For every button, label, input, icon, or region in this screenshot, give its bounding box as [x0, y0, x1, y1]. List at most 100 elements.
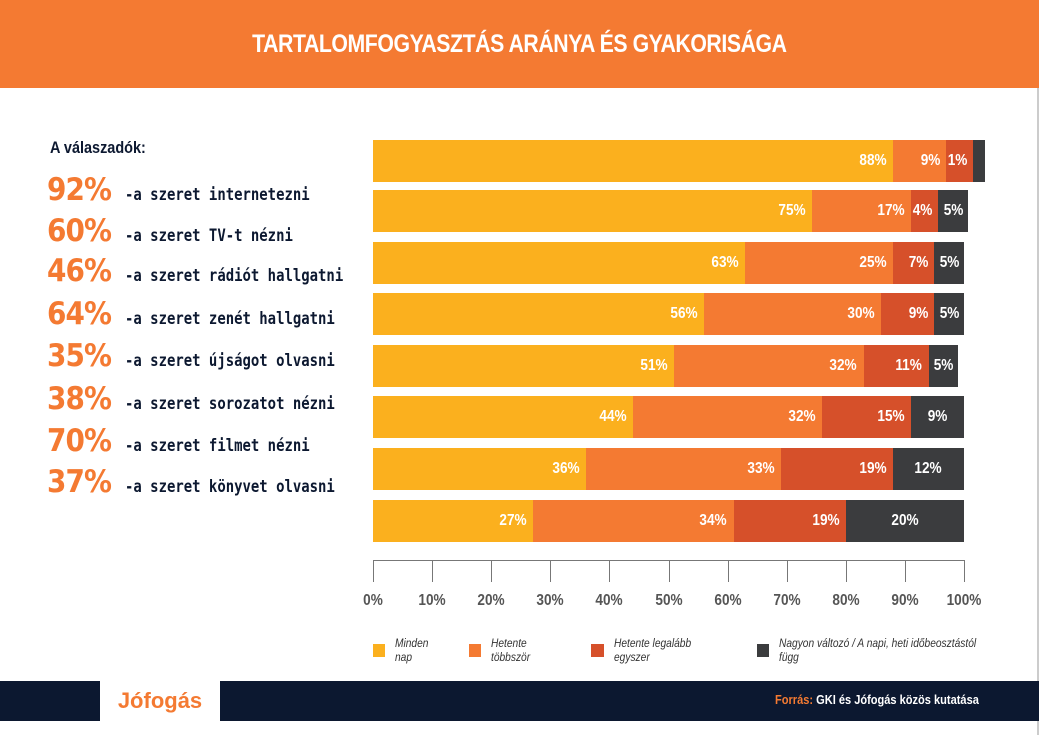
x-tick-label: 20% — [477, 592, 505, 609]
bar-segment: 32% — [633, 396, 823, 438]
x-tick-label: 0% — [363, 592, 383, 609]
legend-swatch — [373, 643, 386, 657]
bar-segment: 5% — [938, 190, 968, 232]
x-tick-label: 60% — [713, 592, 742, 609]
data-label: 15% — [877, 408, 905, 425]
data-label: 9% — [909, 305, 929, 322]
x-tick — [491, 560, 493, 582]
x-tick — [373, 560, 374, 582]
respondent-item: 64% -a szeret zenét hallgatni — [47, 296, 381, 332]
bar-segment: 17% — [811, 190, 912, 232]
data-label: 12% — [914, 460, 943, 477]
data-label: 11% — [895, 357, 923, 374]
respondent-pct: 92% — [47, 172, 112, 208]
data-label: 63% — [711, 254, 739, 271]
bar-segment: 19% — [733, 500, 846, 542]
data-label: 7% — [909, 254, 929, 271]
bar-row: 44% 32% 15% 9% — [373, 396, 964, 438]
x-tick — [432, 560, 434, 582]
x-tick — [550, 560, 552, 582]
bar-row: 56% 30% 9% 5% — [373, 293, 964, 335]
respondent-text: -a szeret sorozatot nézni — [125, 394, 335, 414]
bar-segment: 75% — [373, 190, 812, 232]
x-tick — [845, 560, 847, 582]
bar-segment: 9% — [893, 140, 947, 182]
data-label: 5% — [939, 305, 960, 322]
bar-segment: 34% — [532, 500, 734, 542]
respondent-text: -a szeret újságot olvasni — [125, 351, 335, 371]
bar-segment: 20% — [845, 500, 964, 542]
bar-row: 75% 17% 4% 5% — [373, 190, 968, 232]
legend-item: Nagyon változó / A napi, heti időbeosztá… — [756, 636, 1025, 664]
data-label: 33% — [747, 460, 775, 477]
legend-label: Minden nap — [395, 636, 429, 664]
respondent-pct: 64% — [47, 296, 112, 332]
bar-segment: 9% — [881, 293, 935, 335]
respondent-item: 37% -a szeret könyvet olvasni — [47, 464, 381, 500]
x-tick — [904, 560, 906, 582]
legend-label: Hetente többször — [490, 636, 531, 664]
bar-segment: 51% — [373, 345, 675, 387]
legend: Minden nap Hetente többször Hetente legalá… — [373, 636, 1039, 664]
legend-label: Nagyon változó / A napi, heti időbeosztá… — [779, 636, 977, 664]
legend-swatch — [468, 643, 481, 657]
data-label: 5% — [933, 357, 954, 374]
respondent-item: 35% -a szeret újságot olvasni — [47, 338, 381, 374]
respondent-pct: 70% — [47, 423, 112, 459]
bar-segment: 56% — [373, 293, 704, 335]
bar-segment: 27% — [373, 500, 533, 542]
bar-segment: 11% — [863, 345, 929, 387]
legend-swatch — [591, 643, 604, 657]
bar-segment: 5% — [934, 242, 964, 284]
logo: Jófogás — [100, 681, 220, 721]
bar-segment — [973, 140, 986, 182]
respondent-item: 92% -a szeret internetezni — [47, 172, 350, 208]
data-label: 30% — [847, 305, 875, 322]
x-tick-label: 50% — [654, 592, 683, 609]
data-label: 75% — [778, 202, 806, 219]
bar-segment: 32% — [674, 345, 864, 387]
x-tick — [609, 560, 611, 582]
data-label: 51% — [640, 357, 669, 374]
respondent-text: -a szeret rádiót hallgatni — [125, 266, 344, 286]
data-label: 44% — [599, 408, 627, 425]
x-tick-label: 90% — [891, 592, 919, 609]
legend-label: Hetente legalább egyszer — [613, 636, 691, 664]
bar-segment: 36% — [373, 448, 586, 490]
respondent-pct: 37% — [47, 464, 112, 500]
bar-segment: 1% — [946, 140, 974, 182]
data-label: 32% — [788, 408, 816, 425]
data-label: 5% — [939, 254, 960, 271]
respondent-text: -a szeret TV-t nézni — [125, 226, 293, 246]
x-tick-label: 30% — [536, 592, 564, 609]
data-label: 9% — [927, 408, 948, 425]
x-tick — [668, 560, 670, 582]
x-tick — [727, 560, 729, 582]
bar-segment: 88% — [373, 140, 894, 182]
x-tick — [786, 560, 788, 582]
x-tick — [964, 560, 965, 582]
respondent-pct: 46% — [47, 253, 112, 289]
source-text: GKI és Jófogás közös kutatása — [813, 692, 979, 707]
data-label: 56% — [670, 305, 698, 322]
bar-segment: 19% — [780, 448, 894, 490]
bar-segment: 30% — [703, 293, 882, 335]
data-label: 25% — [859, 254, 887, 271]
data-label: 88% — [859, 152, 887, 169]
data-label: 4% — [913, 202, 933, 219]
frame — [0, 88, 1039, 735]
bar-segment: 12% — [893, 448, 964, 490]
bar-segment: 15% — [822, 396, 911, 438]
bar-segment: 25% — [745, 242, 894, 284]
respondent-item: 60% -a szeret TV-t nézni — [47, 213, 330, 249]
source-note: Forrás: GKI és Jófogás közös kutatása — [775, 692, 979, 707]
bar-segment: 9% — [910, 396, 964, 438]
data-label: 19% — [812, 512, 840, 529]
data-label: 34% — [699, 512, 728, 529]
x-tick-label: 70% — [773, 592, 801, 609]
respondent-text: -a szeret könyvet olvasni — [125, 477, 335, 497]
bar-segment: 4% — [911, 190, 939, 232]
data-label: 17% — [877, 202, 905, 219]
bar-segment: 44% — [373, 396, 634, 438]
data-label: 5% — [943, 202, 963, 219]
